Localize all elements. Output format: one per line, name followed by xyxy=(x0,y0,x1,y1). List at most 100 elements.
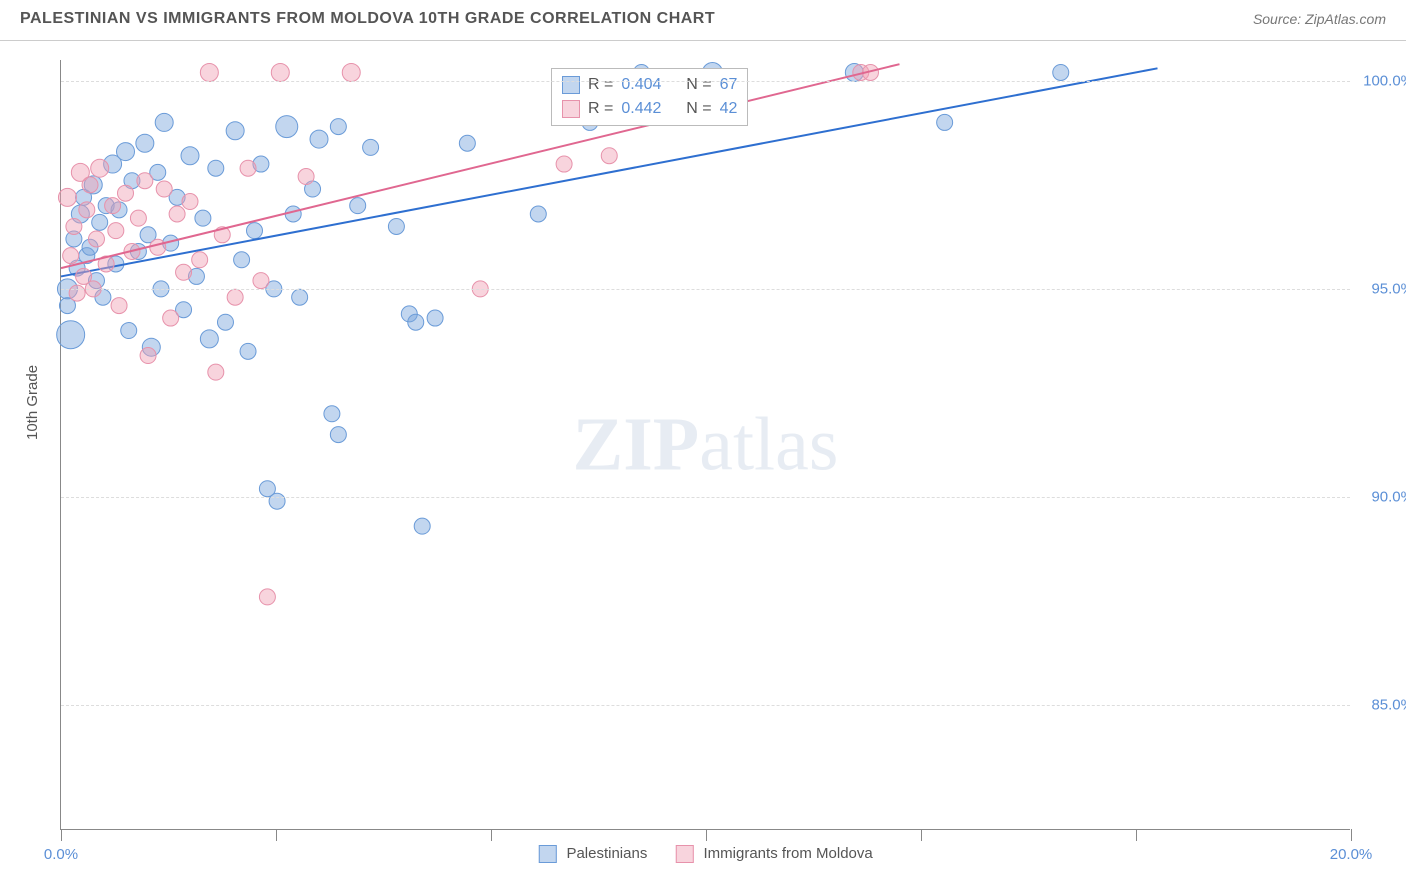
scatter-point xyxy=(217,314,233,330)
scatter-point xyxy=(324,406,340,422)
scatter-point xyxy=(155,113,173,131)
scatter-point xyxy=(240,160,256,176)
scatter-point xyxy=(136,134,154,152)
scatter-point xyxy=(259,589,275,605)
scatter-point xyxy=(271,63,289,81)
scatter-point xyxy=(121,323,137,339)
y-tick-label: 90.0% xyxy=(1371,489,1406,506)
bottom-legend-swatch-2 xyxy=(675,845,693,863)
scatter-point xyxy=(58,188,76,206)
x-tick-minor xyxy=(1136,829,1137,841)
x-tick xyxy=(706,829,707,841)
scatter-point xyxy=(530,206,546,222)
n-label-1: N = xyxy=(686,73,711,97)
y-tick-label: 85.0% xyxy=(1371,697,1406,714)
r-value-2: 0.442 xyxy=(621,97,661,121)
scatter-point xyxy=(363,139,379,155)
bottom-legend-label-2: Immigrants from Moldova xyxy=(704,845,873,862)
scatter-point xyxy=(79,202,95,218)
scatter-point xyxy=(342,63,360,81)
bottom-legend-label-1: Palestinians xyxy=(566,845,647,862)
legend-row-2: R = 0.442 N = 42 xyxy=(562,97,737,121)
scatter-point xyxy=(66,218,82,234)
scatter-point xyxy=(350,198,366,214)
scatter-point xyxy=(63,248,79,264)
scatter-point xyxy=(269,493,285,509)
legend-row-1: R = 0.404 N = 67 xyxy=(562,73,737,97)
scatter-point xyxy=(414,518,430,534)
scatter-point xyxy=(156,181,172,197)
scatter-point xyxy=(276,116,298,138)
scatter-point xyxy=(117,143,135,161)
scatter-svg xyxy=(61,60,1350,829)
n-label-2: N = xyxy=(686,97,711,121)
scatter-point xyxy=(1053,64,1069,80)
scatter-point xyxy=(69,285,85,301)
source-label: Source: ZipAtlas.com xyxy=(1253,11,1386,27)
r-label-2: R = xyxy=(588,97,613,121)
n-value-2: 42 xyxy=(720,97,738,121)
scatter-point xyxy=(292,289,308,305)
scatter-point xyxy=(459,135,475,151)
bottom-legend: Palestinians Immigrants from Moldova xyxy=(538,845,872,863)
scatter-point xyxy=(247,223,263,239)
bottom-legend-item-2: Immigrants from Moldova xyxy=(675,845,872,863)
grid-line xyxy=(61,705,1350,706)
scatter-point xyxy=(130,210,146,226)
x-tick xyxy=(1351,829,1352,841)
r-label-1: R = xyxy=(588,73,613,97)
scatter-point xyxy=(137,173,153,189)
scatter-point xyxy=(240,343,256,359)
x-tick-label: 0.0% xyxy=(44,846,78,863)
scatter-point xyxy=(200,63,218,81)
scatter-point xyxy=(227,289,243,305)
scatter-point xyxy=(192,252,208,268)
legend-swatch-2 xyxy=(562,100,580,118)
chart-title: PALESTINIAN VS IMMIGRANTS FROM MOLDOVA 1… xyxy=(20,10,715,28)
scatter-point xyxy=(234,252,250,268)
scatter-point xyxy=(169,206,185,222)
scatter-point xyxy=(310,130,328,148)
chart-header: PALESTINIAN VS IMMIGRANTS FROM MOLDOVA 1… xyxy=(0,0,1406,41)
n-value-1: 67 xyxy=(720,73,738,97)
grid-line xyxy=(61,289,1350,290)
x-tick-label: 20.0% xyxy=(1330,846,1373,863)
scatter-point xyxy=(108,223,124,239)
x-tick-minor xyxy=(276,829,277,841)
x-tick xyxy=(61,829,62,841)
scatter-point xyxy=(181,147,199,165)
scatter-point xyxy=(140,348,156,364)
scatter-point xyxy=(388,218,404,234)
scatter-point xyxy=(200,330,218,348)
legend-swatch-1 xyxy=(562,76,580,94)
scatter-point xyxy=(57,321,85,349)
scatter-point xyxy=(298,169,314,185)
scatter-point xyxy=(82,177,98,193)
grid-line xyxy=(61,81,1350,82)
x-tick-minor xyxy=(921,829,922,841)
scatter-point xyxy=(556,156,572,172)
correlation-legend: R = 0.404 N = 67 R = 0.442 N = 42 xyxy=(551,68,748,126)
scatter-point xyxy=(195,210,211,226)
scatter-point xyxy=(118,185,134,201)
scatter-point xyxy=(111,298,127,314)
y-axis-title: 10th Grade xyxy=(24,365,41,440)
scatter-point xyxy=(937,114,953,130)
trend-line xyxy=(61,64,900,268)
r-value-1: 0.404 xyxy=(621,73,661,97)
scatter-point xyxy=(601,148,617,164)
scatter-point xyxy=(427,310,443,326)
scatter-point xyxy=(226,122,244,140)
scatter-point xyxy=(176,264,192,280)
x-tick-minor xyxy=(491,829,492,841)
scatter-point xyxy=(150,239,166,255)
chart-plot-area: ZIPatlas R = 0.404 N = 67 R = 0.442 N = … xyxy=(60,60,1350,830)
grid-line xyxy=(61,497,1350,498)
scatter-point xyxy=(408,314,424,330)
scatter-point xyxy=(253,273,269,289)
scatter-point xyxy=(330,119,346,135)
scatter-point xyxy=(330,427,346,443)
scatter-point xyxy=(208,364,224,380)
y-tick-label: 95.0% xyxy=(1371,280,1406,297)
scatter-point xyxy=(88,231,104,247)
